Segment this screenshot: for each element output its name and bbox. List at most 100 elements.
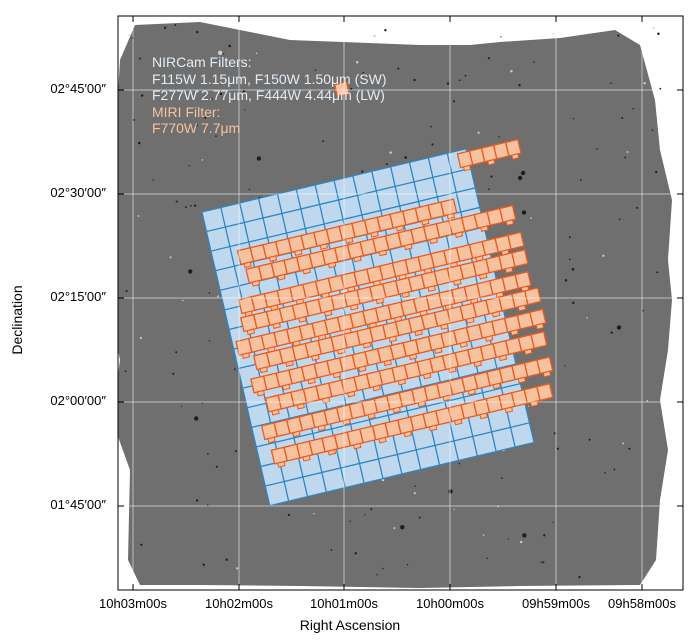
legend-nircam-lw: F277W 2.77μm, F444W 4.44μm (LW) (152, 87, 385, 103)
star (413, 492, 416, 495)
miri-tab (241, 352, 251, 360)
star (482, 534, 485, 536)
star (552, 32, 555, 35)
miri-tab (268, 255, 278, 263)
star (175, 351, 178, 354)
star (486, 557, 488, 560)
star (385, 163, 388, 166)
star (215, 465, 218, 468)
star (520, 540, 523, 544)
star (355, 61, 359, 64)
miri-tab (473, 360, 482, 368)
miri-tile (514, 270, 532, 290)
coordinate-grid (118, 16, 683, 590)
miri-tab (358, 365, 367, 373)
star (196, 90, 199, 93)
star (543, 534, 546, 537)
miri-tab (492, 382, 501, 390)
miri-tab (319, 243, 328, 250)
miri-tab (498, 354, 508, 362)
star (458, 79, 461, 82)
star (602, 254, 605, 257)
star (164, 26, 167, 29)
miri-tab (517, 376, 526, 384)
star (655, 170, 658, 174)
miri-tile (333, 81, 350, 98)
star (430, 125, 432, 128)
miri-tab (423, 372, 432, 380)
star (659, 87, 662, 90)
star (628, 447, 631, 450)
miri-tab (478, 272, 488, 280)
miri-tab (353, 255, 362, 263)
miri-tab (480, 225, 489, 233)
miri-tile (524, 287, 542, 306)
miri-tab (375, 297, 385, 305)
star (588, 438, 591, 441)
star (448, 489, 453, 494)
miri-tile (536, 382, 554, 402)
star (361, 170, 364, 173)
star (586, 317, 588, 319)
star (652, 26, 655, 29)
star (642, 309, 644, 312)
star (141, 94, 144, 97)
star (540, 561, 543, 564)
y-tick-label: 02°00′00″ (50, 393, 106, 408)
star (488, 188, 490, 191)
miri-tab (401, 291, 410, 299)
star (234, 450, 237, 453)
star (202, 563, 205, 566)
miri-tab (479, 412, 488, 420)
star (138, 57, 141, 60)
star (364, 514, 366, 516)
miri-tab (336, 347, 346, 355)
star (568, 236, 571, 239)
miri-tab (463, 164, 472, 172)
miri-tab (403, 430, 412, 438)
star (507, 538, 510, 540)
star (172, 372, 175, 375)
miri-tab (307, 377, 316, 385)
star (564, 279, 568, 282)
miri-tab (440, 323, 449, 330)
star (400, 525, 405, 530)
miri-tab (259, 366, 268, 374)
legend-miri-heading: MIRI Filter: (152, 103, 221, 120)
miri-tab (311, 354, 320, 361)
star (404, 156, 407, 159)
miri-tab (246, 328, 256, 336)
miri-tile (530, 330, 548, 350)
miri-tab (505, 219, 514, 226)
miri-tab (285, 360, 294, 367)
star (626, 151, 629, 153)
star (500, 477, 503, 480)
star (446, 82, 450, 85)
miri-tab (267, 436, 276, 444)
star (624, 156, 627, 159)
y-tick-label: 02°15′00″ (50, 289, 106, 304)
star (616, 325, 622, 330)
miri-tab (404, 243, 413, 251)
star (610, 82, 612, 84)
star (553, 432, 556, 435)
miri-tab (378, 436, 387, 444)
star (354, 552, 357, 555)
y-tick-label: 02°30′00″ (50, 185, 106, 200)
star (182, 299, 184, 302)
miri-tab (467, 388, 476, 396)
star (282, 92, 284, 95)
star (621, 117, 624, 120)
star (195, 499, 199, 502)
star (527, 405, 530, 407)
star (579, 179, 582, 181)
star (393, 527, 396, 530)
star (138, 141, 141, 145)
star (604, 471, 606, 474)
star (210, 98, 213, 101)
star (168, 62, 171, 64)
star (350, 87, 353, 90)
star (556, 447, 559, 450)
miri-tab (345, 237, 354, 244)
miri-tab (414, 329, 423, 337)
